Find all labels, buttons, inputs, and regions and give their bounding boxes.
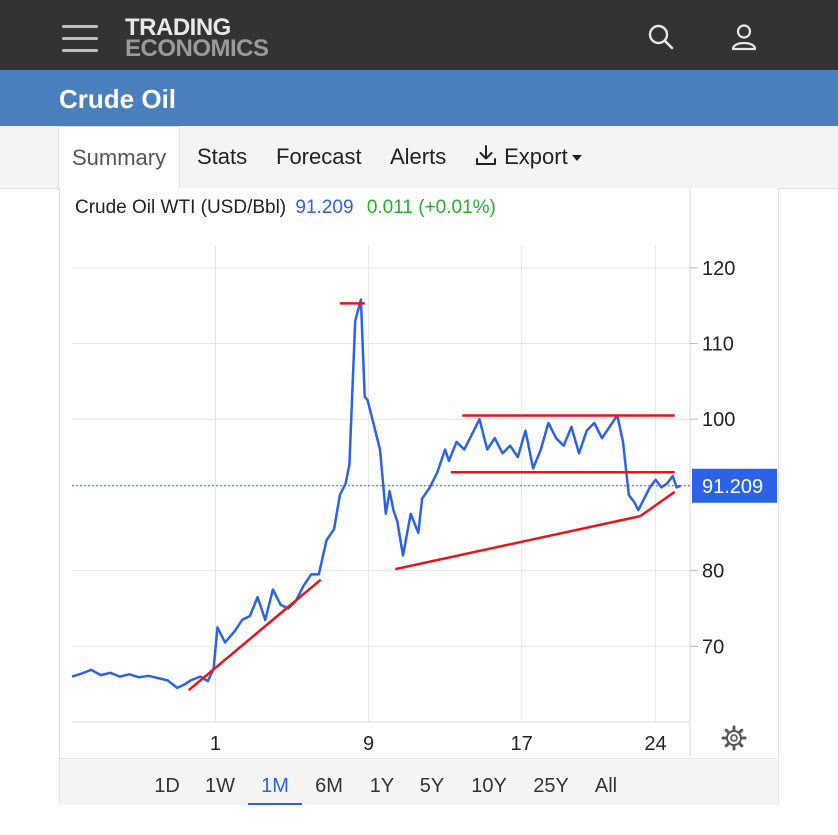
x-tick-label: 9 — [363, 733, 374, 755]
range-25y[interactable]: 25Y — [533, 775, 569, 797]
annotation-trendline-line — [639, 490, 676, 518]
tab-stats[interactable]: Stats — [197, 144, 248, 169]
instrument-name: Crude Oil WTI (USD/Bbl) — [75, 197, 287, 218]
price-change: 0.011 (+0.01%) — [366, 197, 496, 218]
logo-line-2: ECONOMICS — [125, 35, 269, 62]
search-icon[interactable] — [646, 22, 676, 52]
user-account-icon[interactable] — [729, 22, 759, 52]
x-tick-label: 1 — [210, 733, 221, 755]
hamburger-menu-icon[interactable] — [62, 25, 98, 53]
download-icon — [476, 145, 496, 165]
range-1d[interactable]: 1D — [154, 775, 180, 797]
logo-line-1: TRADING — [125, 14, 231, 41]
y-tick-label: 70 — [702, 636, 724, 658]
y-tick-label: 120 — [702, 258, 735, 280]
chart-card — [59, 188, 779, 805]
tab-alerts[interactable]: Alerts — [390, 144, 447, 169]
title-bar: Crude Oil — [0, 70, 838, 126]
tab-bar: Summary Stats Forecast Alerts Export — [0, 126, 838, 190]
y-tick-label: 100 — [702, 409, 735, 431]
range-6m[interactable]: 6M — [315, 775, 343, 797]
quote-header: Crude Oil WTI (USD/Bbl) 91.209 0.011 (+0… — [75, 197, 496, 219]
tab-export-label: Export — [504, 144, 568, 169]
current-price: 91.209 — [295, 197, 354, 218]
logo[interactable]: TRADING ECONOMICS — [125, 14, 269, 62]
range-1m[interactable]: 1M — [248, 759, 302, 805]
range-all[interactable]: All — [594, 775, 618, 797]
annotation-trendline-line — [187, 578, 322, 692]
series-line — [71, 298, 681, 690]
current-price-badge: 91.209 — [692, 468, 777, 503]
x-tick-label: 24 — [644, 733, 666, 755]
top-bar: TRADING ECONOMICS — [0, 0, 838, 70]
range-1w[interactable]: 1W — [205, 775, 235, 797]
range-selector: 1D 1W 1M 6M 1Y 5Y 10Y 25Y All — [60, 758, 777, 805]
y-tick-label: 110 — [702, 334, 734, 356]
tab-summary[interactable]: Summary — [58, 126, 181, 190]
settings-gear-icon[interactable] — [721, 725, 747, 751]
y-tick-label: 80 — [702, 561, 724, 583]
tab-export[interactable]: Export — [474, 126, 582, 188]
current-price-badge-label: 91.209 — [702, 476, 763, 498]
chevron-down-icon — [571, 155, 582, 162]
x-tick-label: 17 — [511, 733, 533, 755]
range-1y[interactable]: 1Y — [369, 775, 395, 797]
page-title: Crude Oil — [59, 84, 177, 114]
tab-forecast[interactable]: Forecast — [276, 144, 362, 169]
range-10y[interactable]: 10Y — [471, 775, 507, 797]
range-5y[interactable]: 5Y — [419, 775, 445, 797]
annotation-trendline-line — [395, 514, 641, 571]
